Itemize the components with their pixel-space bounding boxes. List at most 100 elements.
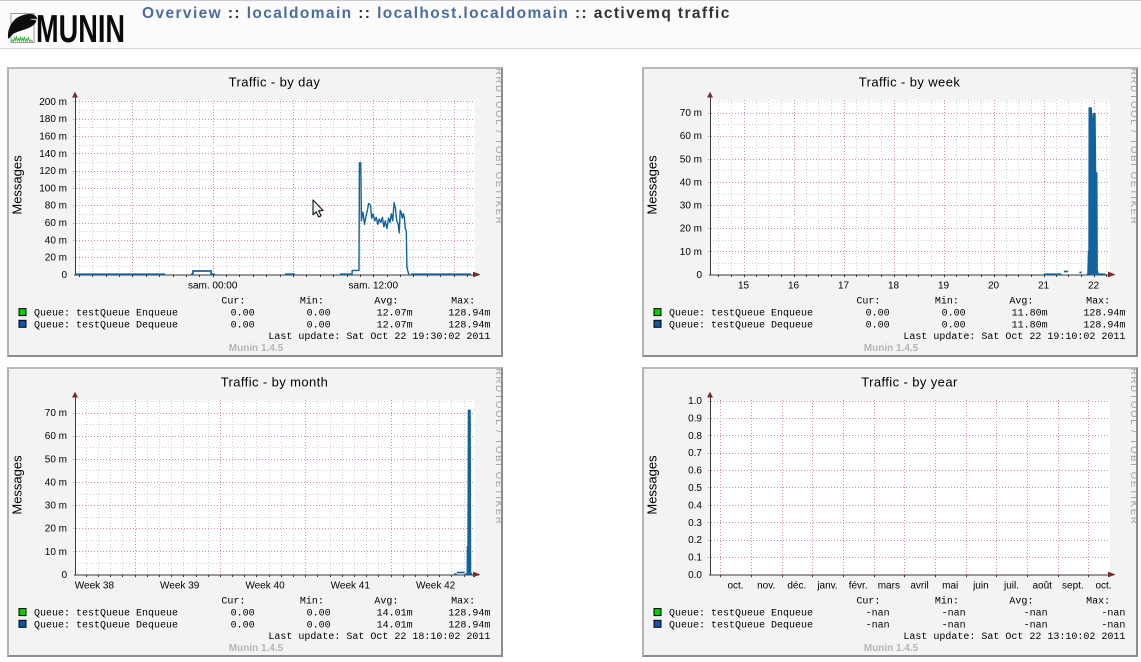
svg-text:Munin 1.4.5: Munin 1.4.5 — [864, 643, 919, 654]
svg-text:sam. 00:00: sam. 00:00 — [188, 281, 238, 292]
svg-text:Cur:: Cur: — [856, 297, 880, 308]
svg-text:Munin 1.4.5: Munin 1.4.5 — [229, 343, 284, 354]
svg-text:Queue: testQueue Enqueue: Queue: testQueue Enqueue — [669, 609, 813, 620]
svg-text:déc.: déc. — [787, 581, 806, 592]
svg-text:Munin 1.4.5: Munin 1.4.5 — [229, 643, 284, 654]
svg-text:RRDTOOL / TOBI OETIKER: RRDTOOL / TOBI OETIKER — [1128, 368, 1138, 525]
svg-text:128.94m: 128.94m — [1083, 320, 1125, 331]
svg-text:0.4: 0.4 — [688, 500, 702, 511]
svg-text:0.0: 0.0 — [688, 570, 702, 581]
svg-text:Messages: Messages — [10, 155, 25, 215]
svg-text:0.00: 0.00 — [942, 309, 966, 320]
svg-text:60 m: 60 m — [45, 218, 67, 229]
svg-text:60 m: 60 m — [680, 131, 702, 142]
svg-text:0.00: 0.00 — [231, 609, 255, 620]
svg-text:-nan: -nan — [1101, 620, 1125, 631]
svg-text:10 m: 10 m — [45, 547, 67, 558]
svg-text:mars: mars — [878, 581, 900, 592]
svg-text:RRDTOOL / TOBI OETIKER: RRDTOOL / TOBI OETIKER — [493, 68, 503, 225]
svg-text:0.00: 0.00 — [307, 609, 331, 620]
svg-text:Cur:: Cur: — [856, 597, 880, 608]
svg-text:Queue: testQueue Dequeue: Queue: testQueue Dequeue — [34, 620, 178, 631]
svg-text:0.1: 0.1 — [688, 553, 702, 564]
svg-text:128.94m: 128.94m — [1083, 309, 1125, 320]
svg-text:Min:: Min: — [935, 296, 959, 308]
svg-text:juil.: juil. — [1003, 581, 1019, 592]
svg-text:14.01m: 14.01m — [377, 609, 413, 620]
svg-text:Queue: testQueue Dequeue: Queue: testQueue Dequeue — [669, 620, 813, 631]
svg-text:-nan: -nan — [1024, 609, 1048, 620]
svg-text:janv.: janv. — [816, 581, 837, 592]
svg-text:70 m: 70 m — [45, 408, 67, 419]
svg-text:Cur:: Cur: — [221, 297, 245, 308]
svg-text:Last update: Sat Oct 22 19:10:: Last update: Sat Oct 22 19:10:02 2011 — [903, 331, 1125, 343]
svg-text:Week 38: Week 38 — [75, 581, 115, 592]
svg-text:128.94m: 128.94m — [448, 309, 490, 320]
svg-text:180 m: 180 m — [39, 114, 67, 125]
svg-text:0.2: 0.2 — [688, 535, 702, 546]
svg-text:10 m: 10 m — [680, 247, 702, 258]
svg-text:oct.: oct. — [1095, 581, 1111, 592]
svg-text:Traffic - by year: Traffic - by year — [861, 375, 958, 390]
svg-text:128.94m: 128.94m — [448, 609, 490, 620]
svg-text:0: 0 — [61, 570, 67, 581]
svg-text:30 m: 30 m — [680, 201, 702, 212]
svg-text:nov.: nov. — [757, 581, 775, 592]
svg-text:1.0: 1.0 — [688, 396, 702, 407]
svg-text:18: 18 — [888, 281, 900, 292]
svg-text:0.00: 0.00 — [942, 320, 966, 331]
svg-text:Week 41: Week 41 — [331, 581, 371, 592]
svg-text:oct.: oct. — [727, 581, 743, 592]
svg-text:août: août — [1032, 581, 1052, 592]
svg-text:200 m: 200 m — [39, 97, 67, 108]
svg-text:Max:: Max: — [1086, 597, 1110, 608]
svg-text:128.94m: 128.94m — [448, 620, 490, 631]
svg-text:0.00: 0.00 — [231, 620, 255, 631]
svg-text:Last update: Sat Oct 22 13:10:: Last update: Sat Oct 22 13:10:02 2011 — [903, 631, 1125, 643]
svg-text:Avg:: Avg: — [374, 597, 398, 608]
svg-text:40 m: 40 m — [680, 177, 702, 188]
svg-text:Messages: Messages — [645, 455, 660, 515]
svg-text:Messages: Messages — [645, 155, 660, 215]
svg-text:160 m: 160 m — [39, 131, 67, 142]
svg-text:Avg:: Avg: — [1009, 297, 1033, 308]
svg-text:19: 19 — [938, 281, 950, 292]
svg-text:-nan: -nan — [1024, 620, 1048, 631]
svg-text:0.00: 0.00 — [307, 309, 331, 320]
svg-text:15: 15 — [738, 281, 750, 292]
svg-text:-nan: -nan — [866, 609, 890, 620]
svg-text:Traffic - by day: Traffic - by day — [229, 75, 321, 90]
svg-text:févr.: févr. — [849, 581, 868, 592]
svg-text:Cur:: Cur: — [221, 597, 245, 608]
svg-text:Max:: Max: — [451, 297, 475, 308]
svg-text:12.07m: 12.07m — [377, 309, 413, 320]
svg-text:80 m: 80 m — [45, 201, 67, 212]
svg-text:22: 22 — [1088, 281, 1100, 292]
svg-text:17: 17 — [838, 281, 850, 292]
svg-text:Queue: testQueue Dequeue: Queue: testQueue Dequeue — [669, 320, 813, 331]
svg-text:0.00: 0.00 — [307, 320, 331, 331]
svg-text:20 m: 20 m — [45, 524, 67, 535]
svg-text:Week 39: Week 39 — [160, 581, 200, 592]
svg-text:11.80m: 11.80m — [1012, 320, 1048, 331]
svg-text:0.00: 0.00 — [231, 309, 255, 320]
svg-text:avril: avril — [910, 581, 928, 592]
svg-text:20: 20 — [988, 281, 1000, 292]
svg-text:Min:: Min: — [300, 596, 324, 608]
svg-text:-nan: -nan — [1101, 609, 1125, 620]
svg-text:Queue: testQueue Enqueue: Queue: testQueue Enqueue — [34, 609, 178, 620]
svg-text:0.3: 0.3 — [688, 518, 702, 529]
svg-text:70 m: 70 m — [680, 108, 702, 119]
svg-text:mai: mai — [942, 581, 958, 592]
svg-text:Traffic - by month: Traffic - by month — [221, 375, 329, 390]
svg-text:0.9: 0.9 — [688, 413, 702, 424]
svg-text:-nan: -nan — [942, 609, 966, 620]
svg-text:Avg:: Avg: — [1009, 597, 1033, 608]
svg-text:140 m: 140 m — [39, 149, 67, 160]
svg-text:Min:: Min: — [300, 296, 324, 308]
svg-text:12.07m: 12.07m — [377, 320, 413, 331]
svg-text:20 m: 20 m — [680, 224, 702, 235]
svg-text:Munin 1.4.5: Munin 1.4.5 — [864, 343, 919, 354]
svg-text:Min:: Min: — [935, 596, 959, 608]
svg-text:0.5: 0.5 — [688, 483, 702, 494]
